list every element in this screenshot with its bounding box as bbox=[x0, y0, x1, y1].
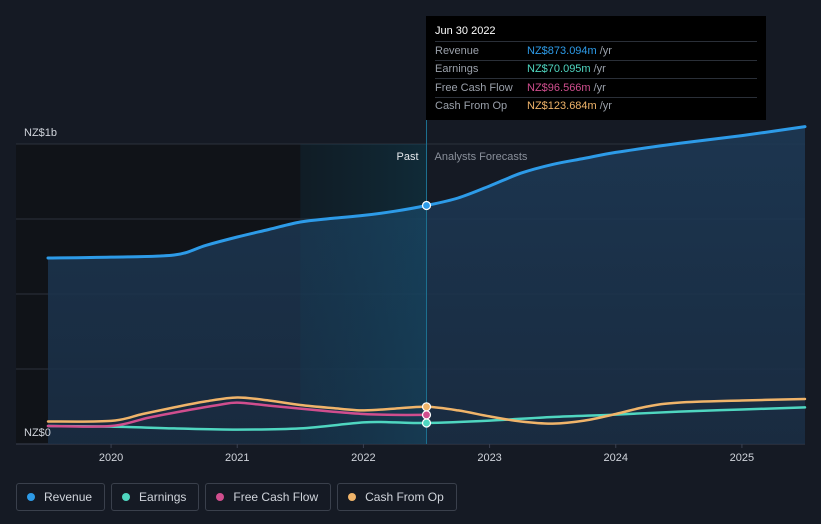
legend-item-cash-from-op[interactable]: Cash From Op bbox=[337, 483, 457, 511]
forecast-label: Analysts Forecasts bbox=[435, 151, 528, 163]
tooltip-date: Jun 30 2022 bbox=[435, 25, 496, 37]
tooltip-label: Free Cash Flow bbox=[435, 81, 513, 94]
free-cash-flow-dot-icon bbox=[216, 493, 225, 501]
y-tick-label-top: NZ$1b bbox=[24, 127, 57, 139]
x-tick-label: 2021 bbox=[225, 452, 249, 464]
tooltip: Jun 30 2022 Revenue NZ$873.094m /yr Earn… bbox=[426, 16, 766, 120]
tooltip-unit: /yr bbox=[593, 81, 606, 94]
tooltip-row-earnings: Earnings NZ$70.095m /yr bbox=[435, 59, 757, 79]
tooltip-unit: /yr bbox=[593, 63, 606, 76]
tooltip-row-free-cash-flow: Free Cash Flow NZ$96.566m /yr bbox=[435, 78, 757, 97]
past-label: Past bbox=[396, 151, 418, 163]
series-line-cash-from-op bbox=[46, 396, 807, 425]
tooltip-label: Revenue bbox=[435, 44, 480, 57]
hover-markers bbox=[421, 200, 432, 428]
series-line-free-cash-flow bbox=[46, 401, 428, 428]
tooltip-unit: /yr bbox=[599, 100, 612, 113]
y-tick-label-bottom: NZ$0 bbox=[24, 427, 51, 439]
legend-item-revenue[interactable]: Revenue bbox=[16, 483, 106, 511]
marker-cash-from-op bbox=[421, 402, 432, 412]
tooltip-row-revenue: Revenue NZ$873.094m /yr bbox=[435, 41, 757, 60]
tooltip-value: NZ$873.094m bbox=[527, 44, 597, 57]
tooltip-value: NZ$70.095m bbox=[527, 63, 591, 76]
tooltip-unit: /yr bbox=[599, 44, 612, 57]
x-tick-label: 2023 bbox=[477, 452, 501, 464]
tooltip-label: Cash From Op bbox=[435, 100, 508, 113]
legend-label: Cash From Op bbox=[365, 490, 444, 504]
legend-label: Earnings bbox=[139, 490, 187, 504]
marker-free-cash-flow bbox=[421, 410, 432, 420]
legend-item-free-cash-flow[interactable]: Free Cash Flow bbox=[205, 483, 332, 511]
legend-label: Revenue bbox=[44, 490, 93, 504]
x-tick-label: 2022 bbox=[351, 452, 375, 464]
legend: Revenue Earnings Free Cash Flow Cash Fro… bbox=[16, 483, 457, 511]
legend-label: Free Cash Flow bbox=[233, 490, 319, 504]
x-tick-label: 2025 bbox=[730, 452, 754, 464]
series-line-revenue bbox=[46, 125, 807, 260]
marker-earnings bbox=[421, 418, 432, 428]
marker-revenue bbox=[421, 200, 432, 211]
legend-item-earnings[interactable]: Earnings bbox=[111, 483, 200, 511]
cash-from-op-dot-icon bbox=[348, 493, 357, 501]
series-line-earnings bbox=[46, 406, 807, 431]
tooltip-value: NZ$96.566m bbox=[527, 81, 591, 94]
highlight-band bbox=[300, 144, 427, 444]
tooltip-label: Earnings bbox=[435, 63, 479, 76]
x-axis: 2020 2021 2022 2023 2024 2025 bbox=[99, 444, 754, 464]
earnings-dot-icon bbox=[122, 493, 131, 501]
revenue-dot-icon bbox=[27, 493, 35, 501]
x-tick-label: 2020 bbox=[99, 452, 123, 464]
x-tick-label: 2024 bbox=[604, 452, 628, 464]
tooltip-value: NZ$123.684m bbox=[527, 100, 597, 113]
tooltip-row-cash-from-op: Cash From Op NZ$123.684m /yr bbox=[435, 96, 757, 116]
series-lines bbox=[46, 125, 807, 431]
